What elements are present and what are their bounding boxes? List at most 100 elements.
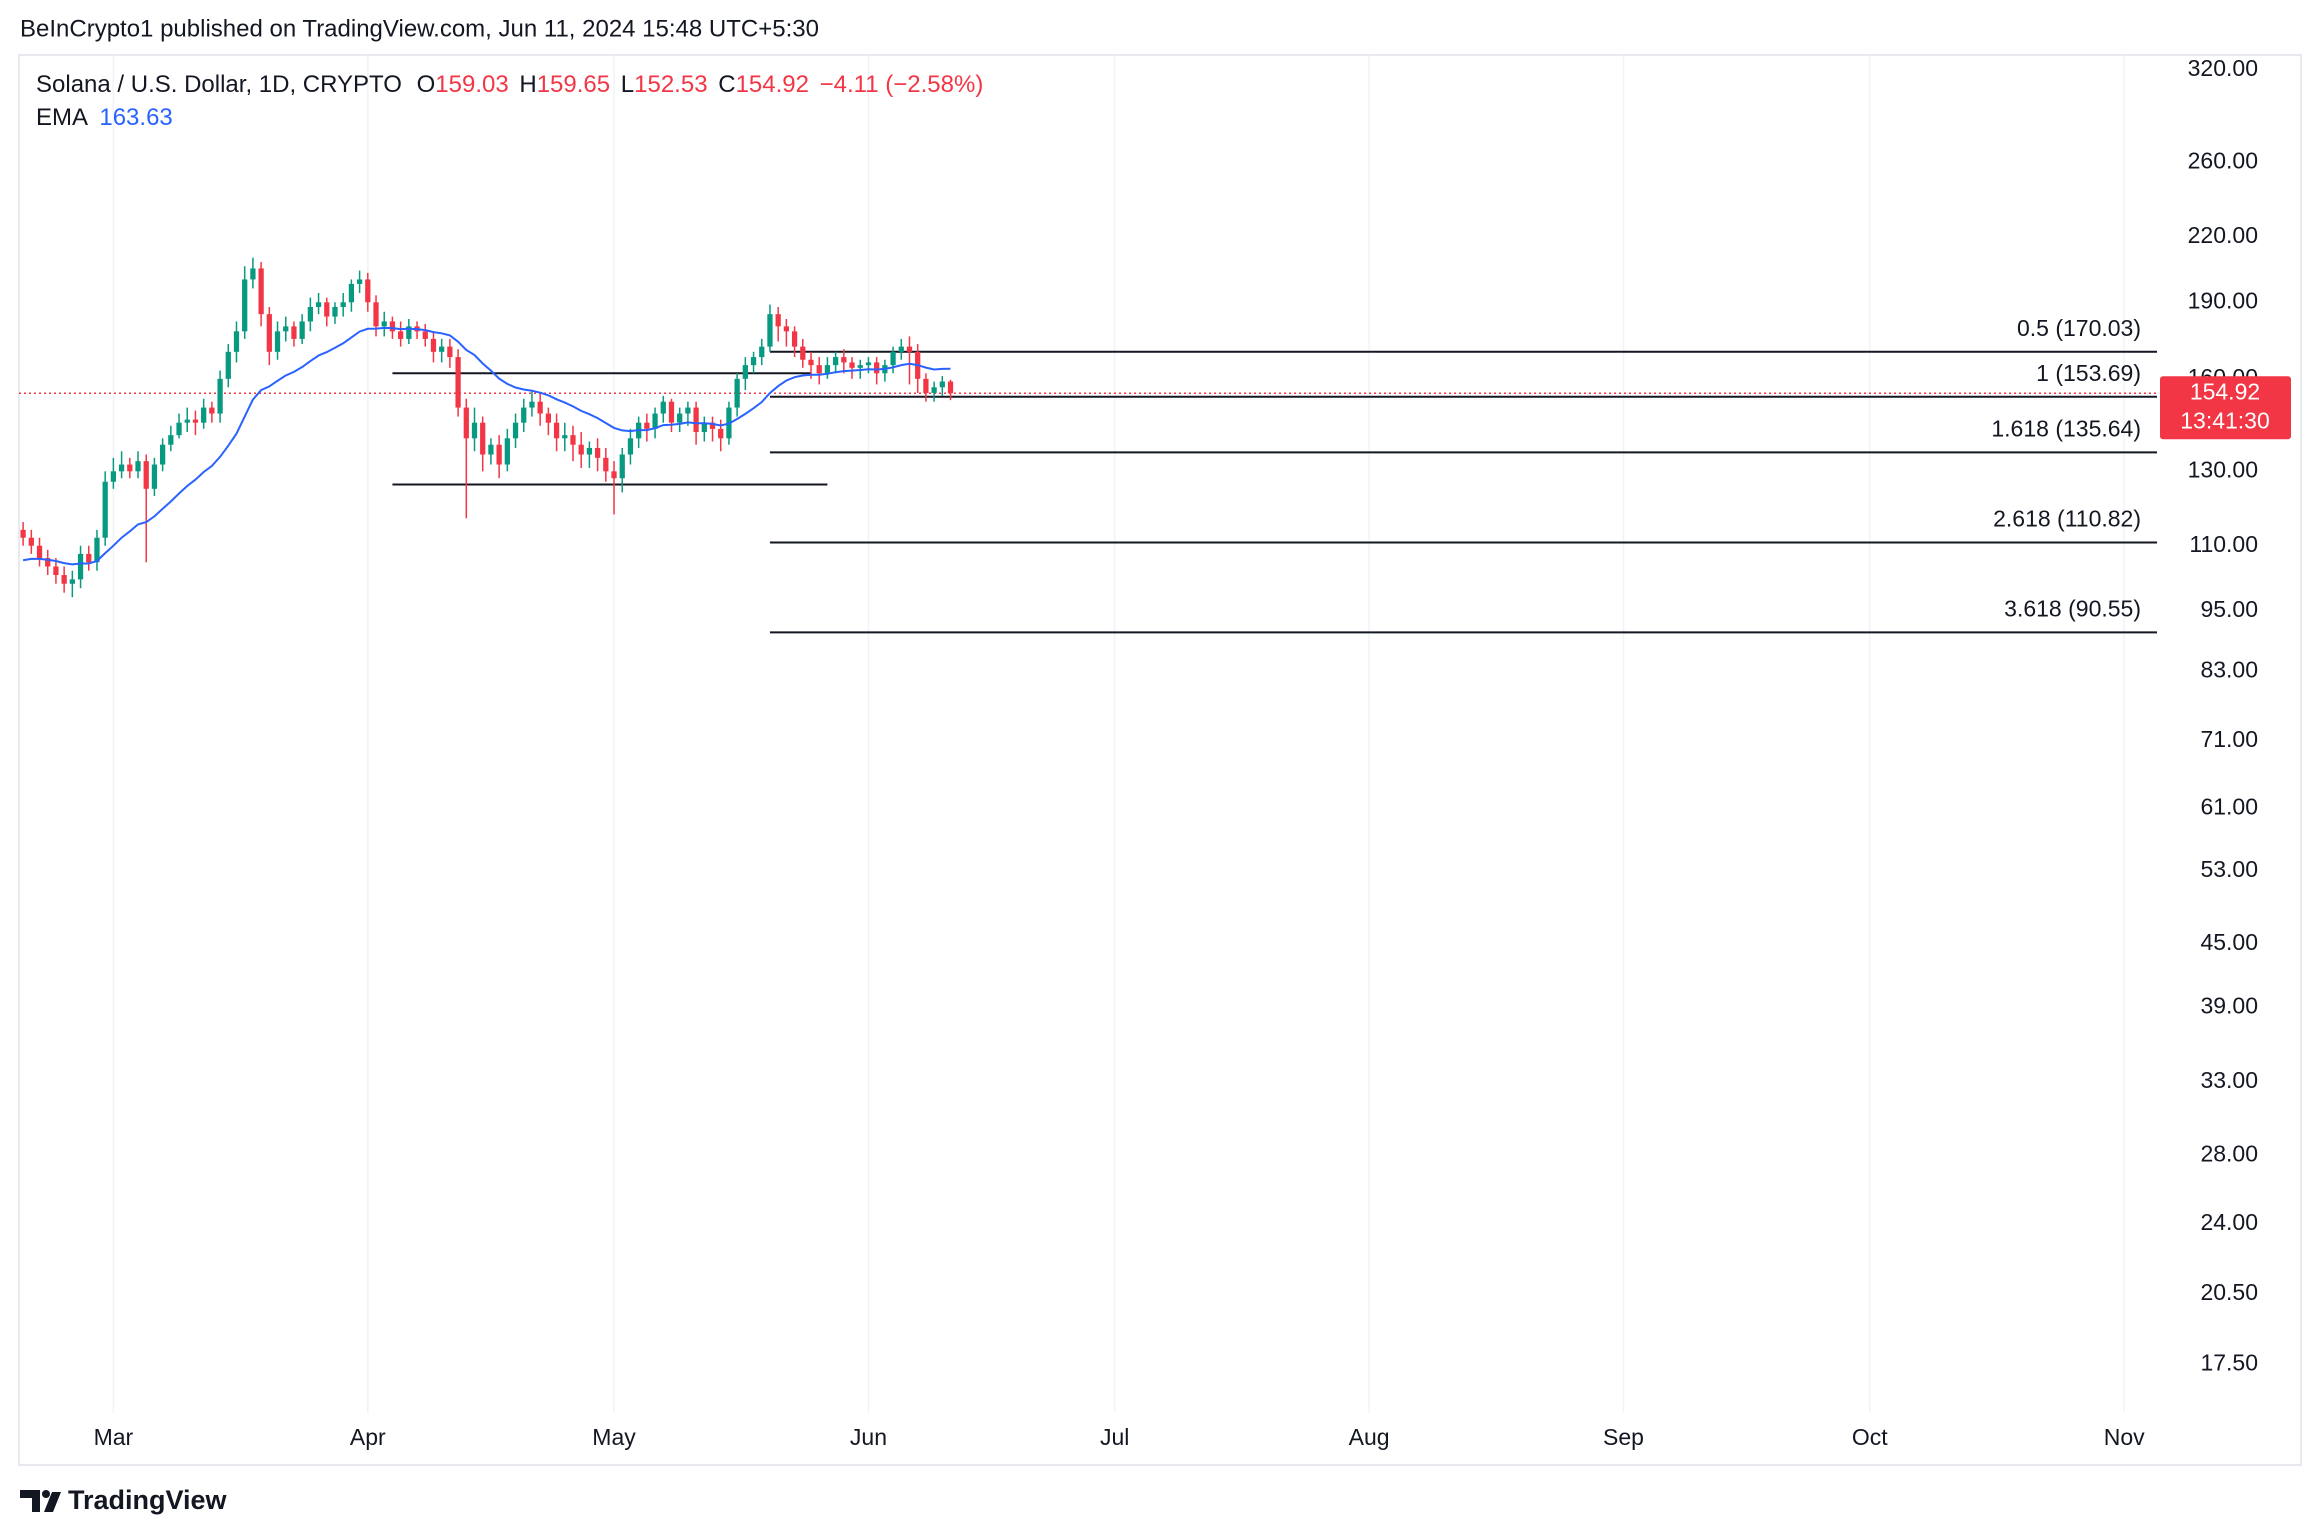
candle-body bbox=[693, 407, 699, 432]
candle-body bbox=[898, 346, 904, 352]
candle-body bbox=[406, 326, 412, 339]
candle-body bbox=[586, 447, 593, 455]
candle-body bbox=[455, 357, 461, 408]
candle-body bbox=[529, 401, 535, 408]
candle-body bbox=[20, 529, 26, 538]
x-tick-label: Aug bbox=[1349, 1424, 1390, 1450]
candle-body bbox=[233, 331, 240, 352]
candle-body bbox=[356, 279, 363, 284]
legend-key: O bbox=[417, 71, 436, 98]
candle-body bbox=[947, 381, 954, 394]
candle-body bbox=[365, 279, 371, 303]
ema-value: 163.63 bbox=[99, 104, 172, 131]
x-tick-label: Jun bbox=[850, 1424, 887, 1450]
y-tick-label: 220.00 bbox=[2188, 222, 2258, 248]
chart-frame bbox=[18, 54, 2302, 1466]
candle-body bbox=[192, 419, 199, 423]
ema-legend: EMA 163.63 bbox=[36, 104, 173, 131]
legend-symbol: Solana / U.S. Dollar, 1D, CRYPTO bbox=[36, 71, 402, 98]
y-tick-label: 71.00 bbox=[2200, 726, 2258, 752]
candle-body bbox=[800, 346, 806, 360]
y-tick-label: 95.00 bbox=[2200, 596, 2258, 622]
legend-value: 159.65 bbox=[537, 71, 610, 98]
y-tick-label: 110.00 bbox=[2189, 531, 2258, 557]
candle-body bbox=[578, 444, 584, 455]
candle-body bbox=[545, 413, 551, 423]
candle-body bbox=[570, 435, 576, 445]
candle-body bbox=[28, 537, 34, 546]
candle-body bbox=[307, 306, 313, 322]
legend-change: −4.11 (−2.58%) bbox=[820, 71, 984, 98]
y-tick-label: 53.00 bbox=[2200, 856, 2258, 882]
candle-body bbox=[217, 378, 223, 414]
candle-body bbox=[537, 401, 543, 414]
candle-body bbox=[53, 566, 59, 576]
candle-body bbox=[660, 401, 666, 414]
candle-body bbox=[865, 362, 872, 366]
legend-value: 159.03 bbox=[435, 71, 508, 98]
tradingview-logo bbox=[20, 1490, 61, 1512]
candle-body bbox=[890, 351, 896, 366]
y-tick-label: 33.00 bbox=[2200, 1067, 2258, 1093]
candle-body bbox=[775, 314, 781, 327]
candle-body bbox=[471, 422, 478, 439]
fib-label: 2.618 (110.82) bbox=[1993, 506, 2141, 532]
candle-body bbox=[923, 378, 929, 393]
candle-body bbox=[594, 447, 601, 458]
price-box bbox=[2160, 376, 2291, 440]
y-tick-label: 45.00 bbox=[2200, 929, 2258, 955]
candle-body bbox=[389, 321, 396, 332]
candle-body bbox=[348, 283, 355, 303]
candle-body bbox=[734, 378, 740, 408]
candle-body bbox=[332, 306, 338, 317]
candle-body bbox=[45, 558, 51, 567]
candle-body bbox=[668, 401, 675, 423]
legend-line: Solana / U.S. Dollar, 1D, CRYPTO O159.03… bbox=[36, 71, 983, 98]
candle-body bbox=[102, 481, 108, 538]
drawing-layer: 0.5 (170.03) 1 (153.69) 1.618 (135.64) 2.61… bbox=[19, 315, 2157, 634]
ema-name: EMA bbox=[36, 104, 88, 131]
candle-body bbox=[340, 302, 346, 307]
candle-body bbox=[168, 435, 174, 445]
fib-label: 0.5 (170.03) bbox=[2017, 315, 2141, 341]
candle-body bbox=[94, 537, 100, 563]
candle-body bbox=[652, 413, 658, 429]
candle-body bbox=[439, 346, 445, 352]
candle-body bbox=[849, 362, 855, 368]
candle-body bbox=[759, 346, 765, 358]
candle-body bbox=[463, 407, 469, 439]
candle-body bbox=[225, 351, 231, 379]
candle-body bbox=[874, 362, 880, 374]
x-tick-label: Nov bbox=[2104, 1424, 2145, 1450]
candle-body bbox=[118, 464, 125, 472]
candle-body bbox=[832, 357, 839, 366]
candle-body bbox=[553, 422, 560, 439]
y-tick-label: 17.50 bbox=[2200, 1350, 2258, 1376]
candle-body bbox=[266, 314, 272, 352]
candle-body bbox=[496, 444, 502, 465]
candle-body bbox=[127, 464, 133, 472]
candle-body bbox=[291, 326, 297, 339]
candle-body bbox=[258, 268, 264, 315]
candle-body bbox=[644, 422, 650, 429]
legend-value: 154.92 bbox=[736, 71, 809, 98]
candle-body bbox=[69, 579, 75, 584]
candle-body bbox=[627, 438, 634, 455]
candle-body bbox=[824, 365, 831, 374]
candle-body bbox=[791, 331, 798, 347]
legend-key: C bbox=[718, 71, 735, 98]
candle-body bbox=[86, 553, 92, 563]
candle-body bbox=[422, 331, 428, 339]
candle-body bbox=[151, 464, 158, 489]
candle-body bbox=[783, 326, 790, 332]
candle-body bbox=[718, 428, 724, 439]
candle-body bbox=[677, 413, 683, 423]
fib-label: 1.618 (135.64) bbox=[1991, 415, 2141, 441]
candle-body bbox=[61, 575, 67, 584]
ema-line bbox=[22, 326, 951, 566]
candle-body bbox=[480, 422, 486, 455]
candle-body bbox=[603, 457, 609, 472]
legend-key: H bbox=[519, 71, 536, 98]
candle-body bbox=[742, 365, 748, 379]
